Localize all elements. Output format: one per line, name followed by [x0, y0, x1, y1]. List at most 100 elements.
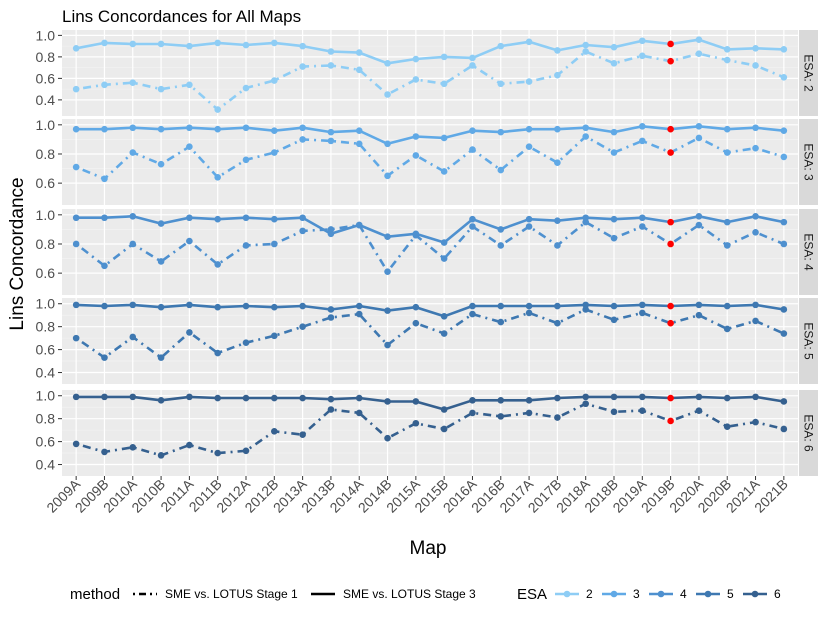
data-point-stage1 [582, 48, 589, 55]
data-point-stage3 [72, 125, 80, 133]
series-line-stage1 [75, 308, 785, 359]
data-point-stage1 [610, 234, 618, 242]
data-point-stage1 [610, 60, 618, 67]
data-point-stage1 [129, 333, 137, 341]
data-point-stage1 [355, 310, 363, 318]
data-point-stage3 [440, 313, 448, 320]
data-point-stage3 [214, 215, 221, 223]
data-point-stage1 [186, 329, 193, 336]
data-point-stage3 [72, 301, 80, 309]
data-point-stage3 [723, 394, 731, 402]
data-point-stage3 [355, 221, 363, 229]
data-point-stage3 [440, 134, 448, 142]
data-point-stage3 [72, 214, 80, 222]
data-point-stage3 [752, 124, 759, 132]
data-point-stage1 [497, 318, 505, 326]
data-point-stage1 [157, 452, 165, 459]
data-point-stage3 [101, 39, 108, 47]
data-point-stage1 [186, 81, 193, 89]
data-point-stage1 [780, 153, 788, 161]
data-point-stage3 [780, 306, 788, 313]
data-point-stage1 [497, 166, 505, 174]
y-tick-label: 0.6 [36, 265, 56, 281]
data-point-stage1 [780, 425, 788, 433]
data-point-stage1 [695, 50, 703, 57]
facet-strip [799, 119, 818, 205]
panel-esa-6: 1.0 0.8 0.6 0.4 ESA: 6 [36, 388, 818, 476]
data-point-stage1 [242, 156, 250, 164]
data-point-stage3 [327, 48, 335, 55]
data-point-stage3 [186, 124, 193, 132]
data-point-stage3 [214, 394, 221, 402]
data-point-stage3 [695, 393, 703, 401]
y-axis-label: Lins Concordance [7, 177, 28, 330]
data-point-stage3 [752, 301, 759, 309]
data-point-stage3 [101, 393, 108, 401]
data-point-stage3 [582, 124, 589, 132]
legend-method-label: SME vs. LOTUS Stage 1 [165, 587, 298, 601]
legend-esa-point [657, 590, 665, 598]
facet-strip-label: ESA: 6 [802, 414, 816, 452]
y-tick-label: 1.0 [36, 207, 56, 223]
data-point-stage1 [72, 440, 80, 448]
data-point-stage3 [667, 218, 674, 226]
data-point-stage3 [525, 397, 533, 404]
data-point-stage3 [157, 303, 165, 311]
data-point-stage3 [186, 42, 193, 50]
legend-method-label: SME vs. LOTUS Stage 3 [343, 587, 476, 601]
data-point-stage1 [355, 66, 363, 74]
data-point-stage1 [157, 354, 165, 361]
data-point-stage1 [639, 52, 646, 60]
data-point-stage3 [271, 39, 278, 47]
y-tick-label: 1.0 [36, 388, 56, 404]
data-point-stage1 [695, 407, 703, 414]
legend-esa-label: 3 [633, 587, 640, 601]
data-point-stage1 [525, 78, 533, 85]
panel-esa-5: 1.0 0.8 0.6 0.4 ESA: 5 [36, 296, 818, 384]
y-tick-label: 0.8 [36, 236, 56, 252]
data-point-stage1 [186, 237, 193, 245]
data-point-stage1 [723, 325, 731, 333]
data-point-stage1 [695, 221, 703, 229]
data-point-stage3 [639, 122, 646, 130]
data-point-stage1 [384, 434, 391, 442]
facet-strip-label: ESA: 4 [802, 233, 816, 271]
data-point-stage1 [469, 223, 476, 230]
series-line-stage1 [76, 50, 785, 111]
data-point-stage1 [72, 240, 80, 248]
data-point-stage3 [242, 302, 250, 310]
data-point-stage3 [214, 125, 221, 133]
data-point-stage3 [129, 212, 137, 220]
data-point-stage3 [469, 54, 476, 62]
y-tick-label: 0.6 [36, 175, 56, 191]
y-tick-label: 0.8 [36, 411, 56, 427]
data-point-stage1 [412, 319, 420, 327]
data-point-stage1 [610, 149, 618, 156]
data-point-stage1 [440, 330, 448, 337]
data-point-stage3 [101, 125, 108, 133]
data-point-stage1 [440, 255, 448, 262]
data-point-stage3 [639, 214, 646, 222]
data-point-stage1 [525, 309, 533, 317]
facet-strip [799, 30, 818, 116]
data-point-stage1 [780, 74, 788, 81]
data-point-stage1 [327, 62, 335, 69]
data-point-stage1 [157, 85, 165, 93]
data-point-stage1 [412, 76, 420, 83]
data-point-stage3 [610, 215, 618, 223]
data-point-stage1 [299, 136, 306, 143]
y-tick-label: 0.6 [36, 342, 56, 358]
x-axis-label: Map [410, 538, 447, 559]
series-line-stage1 [75, 402, 785, 457]
data-point-stage3 [469, 215, 476, 223]
data-point-stage1 [497, 80, 505, 88]
data-point-stage1 [384, 91, 391, 98]
y-tick-label: 0.6 [36, 70, 56, 86]
legend-esa-point [610, 590, 618, 598]
panel-background [62, 390, 798, 476]
data-point-stage1 [525, 409, 533, 417]
data-point-stage1 [780, 330, 788, 337]
data-point-stage1 [412, 419, 420, 427]
data-point-stage3 [299, 302, 306, 310]
data-point-stage1 [186, 143, 193, 150]
